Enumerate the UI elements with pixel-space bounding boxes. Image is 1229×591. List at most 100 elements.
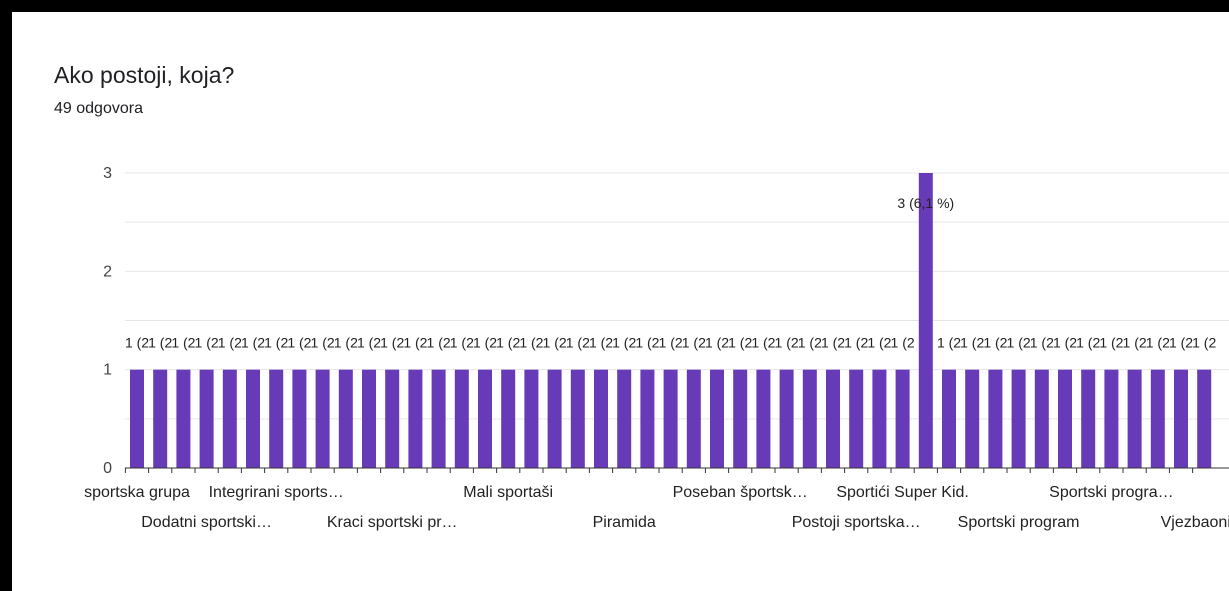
- bar: [176, 369, 191, 468]
- data-label: 1 (2: [171, 335, 195, 351]
- bar: [362, 369, 376, 468]
- data-label: 1 (2: [311, 335, 335, 351]
- data-label: 1 (2: [1169, 335, 1193, 351]
- x-category-label: Sportići Super Kid.: [836, 484, 969, 501]
- question-title: Ako postoji, koja?: [54, 62, 235, 88]
- bar: [826, 369, 840, 468]
- bar: [1127, 369, 1142, 468]
- bar: [617, 369, 632, 468]
- data-label: 1 (2: [241, 335, 265, 351]
- bar: [315, 369, 330, 468]
- x-category-label: Kraci sportski pr…: [327, 514, 458, 531]
- bar: [733, 369, 748, 468]
- bar: [1058, 369, 1072, 468]
- bar: [594, 369, 608, 468]
- data-label: 1 (2: [775, 335, 799, 351]
- data-label: 1 (2: [1099, 335, 1123, 351]
- data-label: 1 (2: [844, 335, 868, 351]
- data-label: 1 (2: [891, 335, 915, 351]
- bar: [710, 369, 724, 468]
- data-label: 1 (2: [821, 335, 845, 351]
- data-label: 1 (2: [589, 335, 613, 351]
- x-category-label: Vjezbaonica: [1161, 514, 1229, 531]
- bar: [1104, 369, 1119, 468]
- data-label: 1 (2: [566, 335, 590, 351]
- bar: [1011, 369, 1026, 468]
- x-category-label: sportska grupa: [84, 484, 190, 501]
- response-count: 49 odgovora: [54, 100, 143, 117]
- data-label: 1 (2: [334, 335, 358, 351]
- bar: [454, 369, 469, 468]
- data-label: 1 (2: [867, 335, 891, 351]
- data-label: 1 (2: [612, 335, 636, 351]
- data-label: 1 (2: [635, 335, 659, 351]
- data-label: 1 (2: [798, 335, 822, 351]
- bar: [292, 369, 307, 468]
- y-tick-label: 3: [103, 165, 112, 182]
- data-label: 1 (2: [195, 335, 219, 351]
- data-label: 1 (2: [218, 335, 242, 351]
- bar: [779, 369, 794, 468]
- bar: [802, 369, 817, 468]
- data-label: 1 (2: [450, 335, 474, 351]
- data-label: 1 (2: [427, 335, 451, 351]
- data-label: 1 (2: [1076, 335, 1100, 351]
- bar: [222, 369, 237, 468]
- bar: [1034, 369, 1049, 468]
- data-label: 1 (2: [682, 335, 706, 351]
- bar: [663, 369, 678, 468]
- bar: [385, 369, 400, 468]
- bar: [1174, 369, 1188, 468]
- bar: [988, 369, 1003, 468]
- x-category-label: Poseban športsk…: [673, 484, 808, 501]
- data-label: 1 (2: [1053, 335, 1077, 351]
- bar: [547, 369, 562, 468]
- data-label: 1 (2: [960, 335, 984, 351]
- data-label: 1 (2: [728, 335, 752, 351]
- bar: [269, 369, 284, 468]
- bar: [640, 369, 655, 468]
- bar: [965, 369, 980, 468]
- data-label: 1 (2: [1192, 335, 1216, 351]
- bar: [246, 369, 260, 468]
- bar: [872, 369, 887, 468]
- data-label: 1 (2: [659, 335, 683, 351]
- data-label: 1 (2: [496, 335, 520, 351]
- x-category-label: Mali sportaši: [463, 484, 553, 501]
- bar: [153, 369, 168, 468]
- bar: [408, 369, 423, 468]
- bar: [1197, 369, 1212, 468]
- bar: [199, 369, 214, 468]
- bar: [895, 369, 910, 468]
- x-category-label: Integrirani sports…: [209, 484, 344, 501]
- data-label: 1 (2: [403, 335, 427, 351]
- data-label: 1 (2: [983, 335, 1007, 351]
- data-label: 3 (6,1 %): [897, 195, 954, 211]
- bar: [942, 369, 956, 468]
- data-label: 1 (2: [705, 335, 729, 351]
- data-label: 1 (2: [1030, 335, 1054, 351]
- data-label: 1 (2: [380, 335, 404, 351]
- x-category-label: Sportski progra…: [1049, 484, 1174, 501]
- bar: [431, 369, 446, 468]
- bar: [686, 369, 701, 468]
- bar: [338, 369, 353, 468]
- data-label: 1 (2: [751, 335, 775, 351]
- data-label: 1 (2: [1123, 335, 1147, 351]
- data-label: 1 (2: [937, 335, 961, 351]
- bar: [570, 369, 585, 468]
- data-label: 1 (2: [473, 335, 497, 351]
- x-category-label: Dodatni sportski…: [141, 514, 272, 531]
- y-tick-label: 0: [103, 460, 112, 477]
- bar: [130, 369, 144, 468]
- bar: [478, 369, 492, 468]
- x-category-label: Piramida: [593, 514, 656, 531]
- data-label: 1 (2: [1007, 335, 1031, 351]
- bar: [1150, 369, 1165, 468]
- bar: [918, 173, 933, 468]
- x-category-label: Postoji sportska…: [792, 514, 921, 531]
- data-label: 1 (2: [357, 335, 381, 351]
- y-tick-label: 1: [103, 362, 112, 379]
